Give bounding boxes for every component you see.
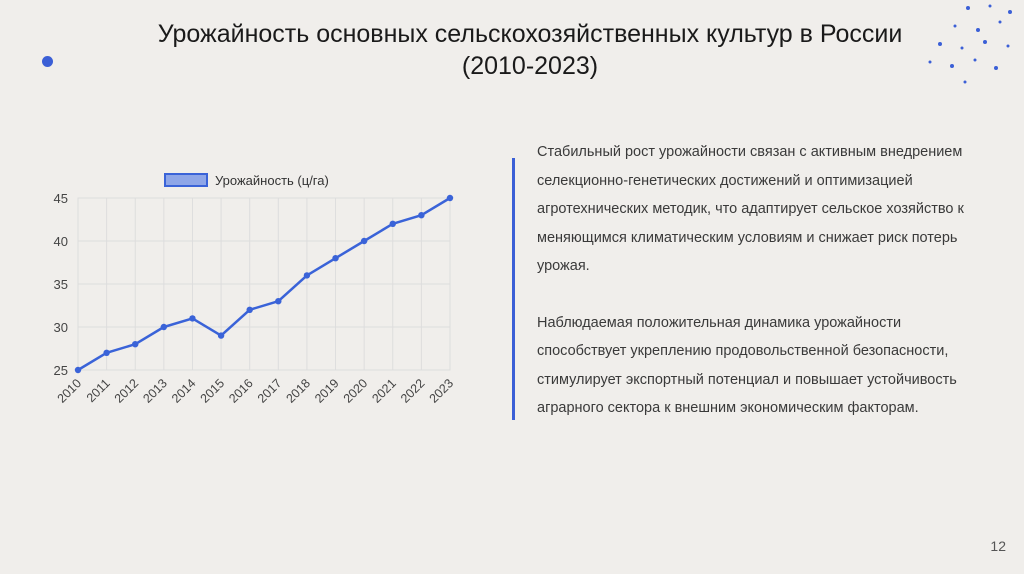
x-tick-label: 2016 [226,376,256,406]
data-point [332,255,339,262]
y-tick-label: 30 [54,320,68,335]
data-point [103,349,110,356]
legend-label: Урожайность (ц/га) [215,173,329,188]
y-tick-label: 25 [54,363,68,378]
x-tick-label: 2020 [341,376,371,406]
x-tick-label: 2015 [198,376,228,406]
x-tick-label: 2022 [398,376,428,406]
data-point [246,306,253,313]
title-line-2: (2010-2023) [461,52,599,80]
y-tick-label: 45 [54,191,68,206]
page-number: 12 [990,538,1006,554]
data-point [303,272,311,279]
data-point [189,315,196,322]
slide-title: Урожайность основных сельскохозяйственны… [90,18,970,82]
data-point [217,332,225,339]
legend-swatch [164,173,208,187]
description-text: Стабильный рост урожайности связан с акт… [537,138,977,451]
data-point [132,341,139,348]
data-point [446,194,454,202]
paragraph-1: Стабильный рост урожайности связан с акт… [537,144,964,274]
x-tick-label: 2011 [84,376,113,405]
x-tick-label: 2013 [140,376,170,406]
y-tick-label: 40 [54,234,68,249]
data-point [275,298,282,305]
paragraph-2: Наблюдаемая положительная динамика урожа… [537,314,957,417]
data-point [360,237,368,245]
x-tick-label: 2010 [55,376,85,406]
x-tick-label: 2018 [283,376,313,406]
x-tick-label: 2021 [369,376,399,406]
title-line-1: Урожайность основных сельскохозяйственны… [157,20,903,48]
x-tick-label: 2023 [427,376,457,406]
x-tick-label: 2012 [112,376,142,406]
y-tick-label: 35 [54,277,68,292]
data-point [418,212,425,219]
divider-line [512,158,515,420]
x-tick-label: 2019 [312,376,342,406]
data-point [160,323,168,331]
data-point [74,366,82,374]
data-point [389,220,396,227]
x-tick-label: 2014 [169,376,199,406]
series-line [77,196,451,372]
x-tick-label: 2017 [255,376,285,406]
accent-dot-icon [42,56,53,67]
